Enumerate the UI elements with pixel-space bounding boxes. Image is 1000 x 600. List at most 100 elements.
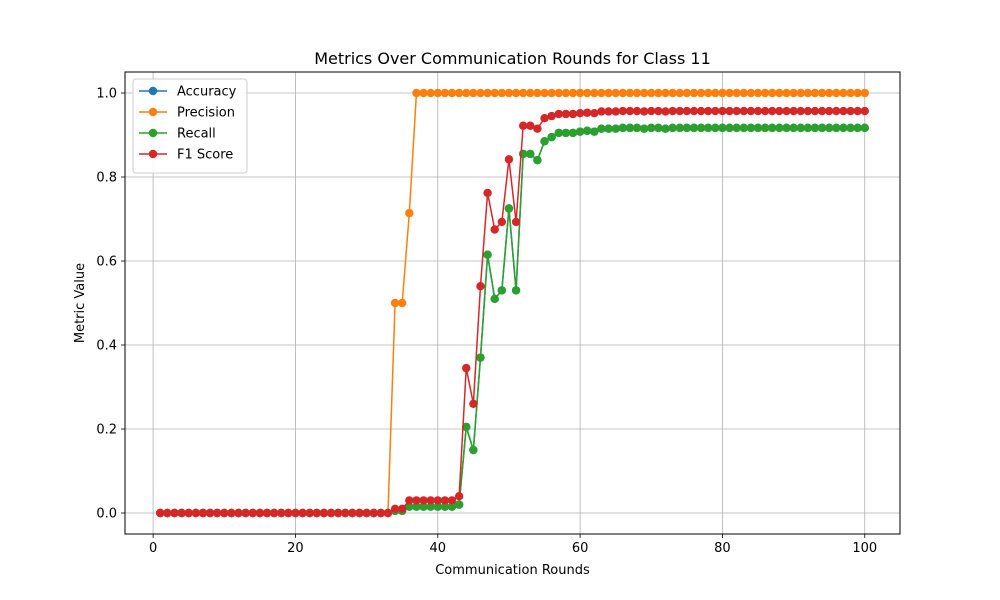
data-point-precision — [462, 88, 471, 98]
x-tick-label: 100 — [852, 541, 877, 556]
data-point-recall — [746, 123, 756, 133]
data-point-f1-score — [518, 121, 528, 130]
data-point-recall — [824, 123, 834, 133]
data-point-recall — [533, 156, 542, 165]
data-point-f1-score — [291, 508, 300, 518]
data-point-precision — [540, 88, 549, 98]
data-point-f1-score — [277, 508, 286, 518]
data-point-recall — [860, 123, 869, 133]
data-point-f1-score — [348, 508, 357, 518]
data-point-f1-score — [583, 108, 592, 117]
data-point-f1-score — [568, 109, 578, 119]
data-point-precision — [696, 88, 706, 98]
data-point-recall — [604, 124, 613, 133]
data-point-recall — [462, 422, 471, 432]
data-point-f1-score — [341, 508, 350, 518]
data-point-precision — [760, 88, 770, 98]
data-point-recall — [583, 126, 592, 135]
data-point-precision — [817, 88, 827, 98]
data-point-f1-score — [647, 106, 656, 116]
data-point-f1-score — [333, 508, 343, 518]
data-point-precision — [397, 298, 407, 308]
data-point-recall — [540, 137, 549, 146]
data-point-precision — [768, 88, 777, 98]
data-point-precision — [568, 88, 578, 98]
data-point-f1-score — [760, 106, 770, 116]
data-point-precision — [647, 88, 656, 98]
data-point-recall — [668, 123, 677, 133]
data-point-f1-score — [639, 107, 649, 116]
data-point-precision — [447, 88, 457, 98]
data-point-precision — [675, 88, 684, 98]
data-point-f1-score — [220, 508, 229, 518]
data-point-precision — [426, 88, 435, 98]
data-point-precision — [654, 88, 663, 98]
data-point-f1-score — [775, 106, 784, 116]
data-point-f1-score — [654, 106, 663, 116]
data-point-f1-score — [255, 508, 265, 518]
legend-label: Precision — [177, 106, 235, 121]
data-point-f1-score — [462, 363, 471, 373]
data-point-f1-score — [156, 508, 165, 518]
data-point-f1-score — [590, 108, 599, 118]
data-point-precision — [518, 88, 528, 98]
data-point-f1-score — [426, 496, 435, 505]
data-point-f1-score — [682, 106, 692, 116]
data-point-f1-score — [661, 107, 670, 116]
data-point-f1-score — [397, 504, 407, 513]
data-point-precision — [440, 88, 450, 98]
data-point-recall — [782, 123, 791, 133]
data-point-recall — [803, 123, 813, 133]
data-point-precision — [846, 88, 855, 98]
data-point-precision — [704, 88, 713, 98]
y-tick-label: 0.6 — [96, 255, 117, 270]
data-point-recall — [447, 502, 457, 511]
data-point-recall — [597, 124, 606, 133]
legend-swatch-marker — [148, 149, 158, 159]
data-point-f1-score — [298, 508, 307, 518]
data-point-f1-score — [810, 106, 820, 116]
legend-swatch-marker — [148, 86, 158, 96]
data-point-recall — [433, 502, 442, 511]
data-point-f1-score — [789, 106, 798, 116]
data-point-f1-score — [241, 508, 250, 518]
data-point-recall — [711, 123, 720, 133]
data-point-f1-score — [668, 106, 677, 116]
data-point-recall — [412, 502, 421, 511]
data-point-f1-score — [711, 106, 720, 116]
data-point-recall — [625, 123, 635, 133]
data-point-precision — [775, 88, 784, 98]
data-point-recall — [675, 123, 684, 133]
data-point-recall — [561, 128, 571, 138]
data-point-precision — [853, 88, 862, 98]
data-point-f1-score — [718, 106, 727, 116]
data-point-f1-score — [618, 106, 628, 116]
data-point-recall — [426, 502, 435, 511]
data-point-precision — [483, 88, 492, 98]
data-point-f1-score — [732, 106, 741, 116]
data-point-precision — [718, 88, 727, 98]
data-point-f1-score — [782, 106, 791, 116]
y-tick-label: 0.0 — [96, 507, 117, 522]
data-point-precision — [625, 88, 635, 98]
data-point-precision — [547, 88, 556, 98]
data-point-recall — [832, 123, 841, 133]
data-point-f1-score — [547, 111, 556, 121]
legend-item-f1-score: F1 Score — [139, 148, 233, 163]
data-point-f1-score — [803, 106, 813, 116]
data-point-f1-score — [846, 106, 855, 116]
y-tick-label: 0.8 — [96, 171, 117, 186]
data-point-precision — [490, 88, 499, 98]
x-tick-label: 20 — [287, 541, 304, 556]
data-point-f1-score — [490, 225, 499, 234]
data-point-f1-score — [504, 155, 514, 164]
axis-ticks: 0 20 40 60 80 100 0.0 0.2 0.4 0.6 0.8 1.0 — [96, 87, 877, 557]
data-point-recall — [632, 123, 642, 133]
data-point-f1-score — [824, 106, 834, 116]
data-point-recall — [704, 123, 713, 133]
data-point-f1-score — [746, 106, 756, 116]
data-point-precision — [803, 88, 813, 98]
data-point-recall — [696, 123, 706, 133]
data-point-f1-score — [248, 508, 257, 518]
